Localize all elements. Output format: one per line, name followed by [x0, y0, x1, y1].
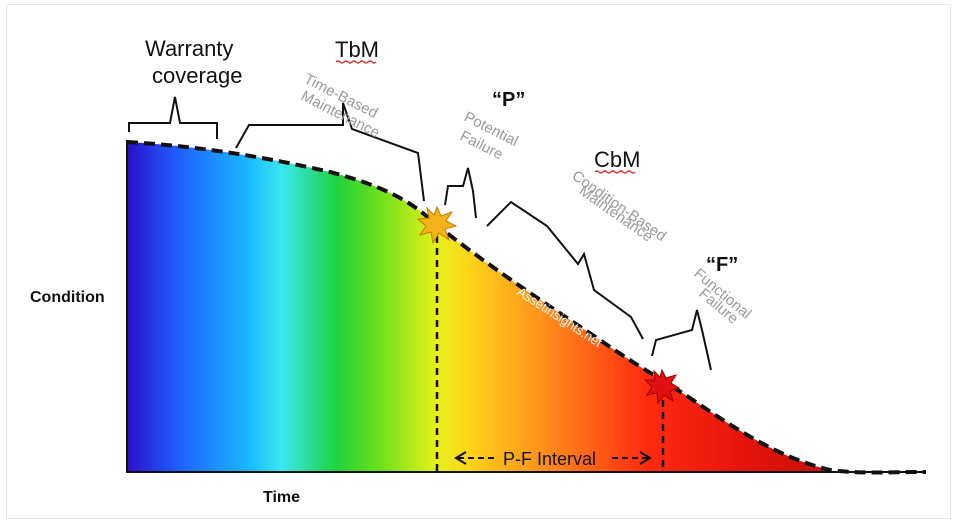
f-bracket — [651, 309, 712, 371]
f-title: “F” — [706, 254, 738, 276]
functional-failure-marker — [643, 368, 681, 405]
p-title: “P” — [492, 89, 525, 111]
warranty-bracket — [128, 96, 218, 139]
tbm-title: TbM — [335, 37, 379, 62]
cbm-squiggle — [594, 170, 636, 174]
cbm-title: CbM — [594, 147, 640, 172]
interval-label: P-F Interval — [503, 449, 596, 469]
y-axis-label: Condition — [30, 289, 105, 306]
interval-arrow-right-head — [639, 451, 652, 465]
warranty-label-line2: coverage — [152, 63, 243, 88]
cbm-bracket — [486, 200, 644, 340]
x-axis-label: Time — [263, 489, 300, 506]
interval-arrow-left-head — [454, 451, 467, 465]
p-bracket — [444, 167, 477, 219]
tbm-bracket — [235, 102, 425, 202]
tbm-squiggle — [335, 60, 377, 64]
potential-failure-marker — [416, 205, 458, 245]
warranty-label-line1: Warranty — [145, 36, 233, 61]
diagram-frame — [6, 4, 951, 519]
condition-curve — [126, 140, 927, 475]
